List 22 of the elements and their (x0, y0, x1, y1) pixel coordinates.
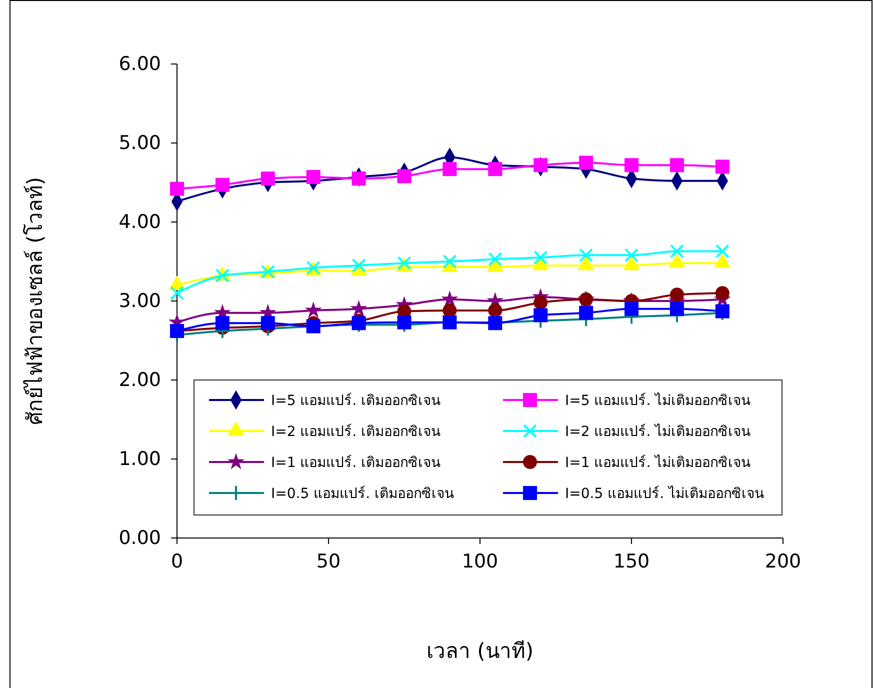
legend-label: I=1 แอมแปร์. เติมออกซิเจน (271, 454, 442, 471)
legend-label: I=2 แอมแปร์. ไม่เติมออกซิเจน (565, 423, 752, 440)
legend-label: I=2 แอมแปร์. เติมออกซิเจน (271, 423, 442, 440)
legend-label: I=0.5 แอมแปร์. ไม่เติมออกซิเจน (565, 485, 764, 502)
y-axis-title: ศักย์ไฟฟ้าของเซลล์ (โวลท์) (23, 176, 47, 426)
x-tick-label: 100 (462, 550, 498, 572)
y-tick-label: 5.00 (118, 132, 161, 154)
x-tick-label: 150 (613, 550, 650, 572)
y-tick-label: 3.00 (118, 290, 161, 312)
y-tick-label: 4.00 (118, 211, 161, 234)
x-tick-label: 0 (170, 550, 184, 572)
y-tick-label: 6.00 (118, 53, 161, 76)
x-axis-title: เวลา (นาที) (426, 639, 534, 663)
legend-label: I=5 แอมแปร์. ไม่เติมออกซิเจน (565, 392, 752, 409)
legend-label: I=0.5 แอมแปร์. เติมออกซิเจน (271, 485, 454, 502)
legend-label: I=5 แอมแปร์. เติมออกซิเจน (271, 392, 442, 409)
y-tick-label: 1.00 (118, 448, 161, 470)
y-tick-label: 2.00 (118, 369, 161, 392)
x-tick-label: 50 (316, 550, 341, 572)
x-tick-label: 200 (764, 550, 802, 572)
y-tick-label: 0.00 (118, 527, 161, 550)
legend-label: I=1 แอมแปร์. ไม่เติมออกซิเจน (565, 454, 752, 471)
